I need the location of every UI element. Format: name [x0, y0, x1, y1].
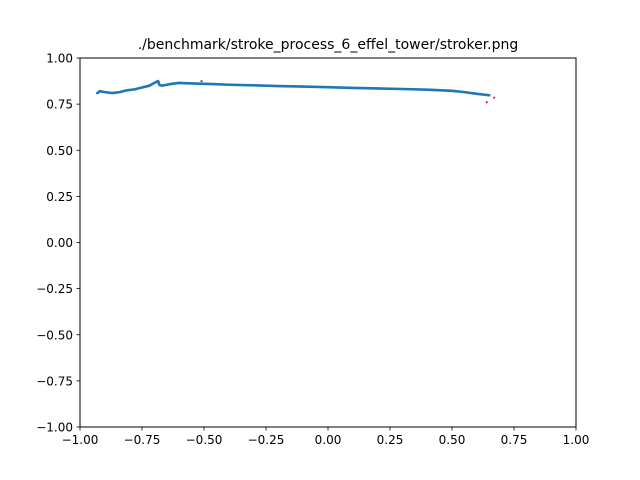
x-axis: −1.00 −0.75 −0.50 −0.25 0.00 0.25 0.50 0.75 1.00	[62, 427, 590, 447]
stroke-point	[111, 91, 114, 95]
stroke-point	[488, 94, 491, 97]
y-tick-label: −0.50	[36, 328, 73, 342]
stroke-point	[178, 81, 181, 85]
stroke-point	[190, 82, 193, 85]
y-axis: 1.00 0.75 0.50 0.25 0.00 −0.25 −0.50 −0.75 −1.00	[36, 52, 80, 435]
x-tick-label: −0.50	[186, 433, 223, 447]
stroke-point	[153, 81, 156, 85]
stroke-point	[156, 79, 160, 83]
y-tick-label: 0.75	[46, 98, 73, 112]
x-tick-label: 0.75	[501, 433, 528, 447]
x-tick-label: 1.00	[563, 433, 590, 447]
stroke-point	[125, 89, 129, 92]
stroke-point	[202, 82, 206, 86]
y-tick-label: 0.25	[46, 190, 73, 204]
stroke-point	[96, 91, 99, 95]
stroke-point	[118, 90, 121, 94]
stroke-point	[140, 86, 144, 89]
stroke-point	[401, 87, 404, 91]
x-tick-label: −0.25	[248, 433, 285, 447]
stroke-point	[326, 85, 330, 89]
y-tick-label: 1.00	[46, 52, 73, 66]
x-tick-label: 0.00	[315, 433, 342, 447]
outlier-point	[485, 101, 488, 104]
stroke-point	[133, 88, 136, 91]
y-tick-label: −0.75	[36, 374, 73, 388]
stroke-point	[165, 83, 168, 86]
data-marks	[96, 79, 496, 104]
stroke-point	[148, 84, 151, 87]
stroke-point	[351, 86, 354, 90]
y-tick-label: 0.50	[46, 144, 73, 158]
x-tick-label: −0.75	[124, 433, 161, 447]
stroke-point	[158, 83, 161, 86]
x-tick-label: −1.00	[62, 433, 99, 447]
stroke-point	[103, 90, 107, 94]
x-tick-label: 0.25	[377, 433, 404, 447]
outlier-point	[200, 79, 203, 83]
y-tick-label: 0.00	[46, 236, 73, 250]
stroke-point	[463, 90, 466, 94]
x-tick-label: 0.50	[439, 433, 466, 447]
y-tick-label: −0.25	[36, 282, 73, 296]
stroke-point	[376, 87, 379, 90]
stroke-point	[277, 84, 280, 88]
stroke-point	[450, 89, 454, 93]
stroke-series-line	[96, 79, 491, 97]
stroke-point	[302, 85, 305, 88]
chart-title: ./benchmark/stroke_process_6_effel_tower…	[138, 37, 519, 53]
stroke-point	[160, 84, 164, 87]
stroke-point	[170, 82, 173, 86]
stroke-point	[475, 92, 478, 95]
stroke-point	[215, 82, 218, 86]
stroke-point	[227, 83, 230, 86]
stroke-point	[252, 84, 255, 87]
stroke-point	[98, 90, 102, 93]
y-tick-label: −1.00	[36, 421, 73, 435]
stroke-point	[426, 88, 429, 91]
outlier-point	[493, 96, 496, 99]
